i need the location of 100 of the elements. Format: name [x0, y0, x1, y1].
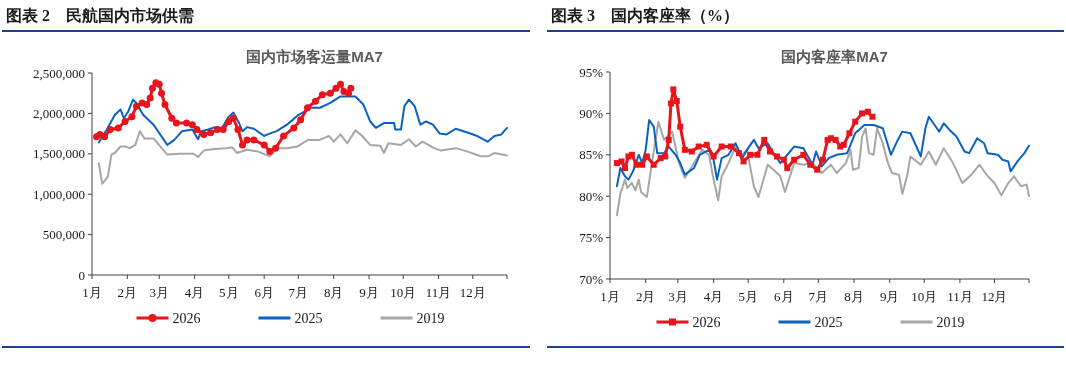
point	[814, 166, 821, 173]
point	[188, 121, 196, 129]
point	[290, 124, 298, 132]
point	[718, 143, 725, 150]
legend-label: 2019	[936, 315, 965, 330]
point	[819, 156, 826, 163]
chart-subtitle: 国内市场客运量MA7	[246, 48, 383, 65]
point	[735, 150, 742, 157]
point	[832, 136, 839, 143]
point	[780, 156, 787, 163]
point	[639, 161, 646, 168]
x-tick-label: 9月	[879, 289, 900, 304]
point	[677, 123, 684, 130]
chart-subtitle: 国内客座率MA7	[781, 48, 888, 65]
legend-label: 2026	[692, 315, 721, 330]
point	[146, 94, 154, 102]
point	[670, 86, 677, 93]
point	[207, 129, 215, 137]
point	[665, 136, 672, 143]
point	[101, 133, 109, 141]
point	[695, 143, 702, 150]
point	[250, 136, 258, 144]
legend-label: 2025	[814, 315, 843, 330]
point	[193, 126, 201, 134]
point	[621, 165, 628, 172]
point	[668, 100, 675, 107]
point	[784, 165, 791, 172]
point	[650, 161, 657, 168]
y-tick-label: 95%	[579, 64, 604, 80]
point	[148, 84, 156, 92]
x-tick-label: 3月	[668, 289, 688, 304]
y-tick-label: 2,500,000	[33, 65, 85, 81]
point	[229, 114, 237, 122]
point	[172, 119, 180, 127]
x-tick-label: 6月	[774, 289, 794, 304]
point	[158, 89, 166, 97]
point	[761, 136, 768, 143]
point	[243, 136, 251, 144]
line-series	[615, 115, 1030, 188]
point	[213, 126, 221, 134]
point	[337, 80, 345, 88]
point	[318, 91, 326, 99]
point	[864, 108, 871, 115]
x-tick-label: 10月	[911, 289, 938, 304]
point	[326, 89, 334, 97]
point	[859, 110, 866, 117]
point	[688, 148, 695, 155]
point	[272, 144, 280, 152]
point	[740, 158, 747, 165]
point	[633, 161, 640, 168]
line-series	[615, 120, 1030, 217]
x-tick-label: 12月	[459, 285, 486, 300]
point	[161, 101, 169, 109]
point	[869, 113, 876, 120]
point	[121, 117, 129, 125]
point	[852, 118, 859, 125]
y-tick-label: 90%	[579, 105, 604, 121]
point	[643, 153, 650, 160]
point	[200, 130, 208, 138]
y-tick-label: 70%	[579, 271, 604, 287]
point	[710, 153, 717, 160]
point	[183, 119, 191, 127]
x-tick-label: 1月	[82, 285, 102, 300]
point	[773, 153, 780, 160]
point	[239, 141, 246, 149]
x-tick-label: 2月	[117, 285, 138, 300]
point	[225, 117, 233, 125]
y-tick-label: 75%	[579, 230, 604, 246]
point	[800, 151, 807, 158]
line-series	[97, 129, 508, 185]
point	[807, 161, 814, 168]
chart-title: 图表 3 国内客座率（%）	[551, 6, 739, 25]
point	[681, 146, 688, 153]
x-tick-label: 6月	[254, 285, 274, 300]
point	[234, 126, 242, 134]
x-tick-label: 8月	[323, 285, 344, 300]
y-tick-label: 1,500,000	[33, 146, 85, 162]
y-tick-label: 500,000	[42, 227, 85, 243]
x-tick-label: 8月	[844, 289, 864, 304]
x-tick-label: 3月	[149, 285, 170, 300]
point	[747, 151, 754, 158]
y-tick-label: 1,000,000	[33, 186, 85, 202]
x-tick-label: 4月	[184, 285, 205, 300]
point	[106, 126, 114, 134]
point	[846, 130, 853, 137]
x-tick-label: 7月	[808, 289, 829, 304]
point	[132, 102, 140, 110]
point	[260, 141, 268, 149]
point	[347, 84, 355, 92]
legend-label: 2025	[294, 311, 323, 326]
point	[303, 104, 311, 112]
point	[114, 124, 122, 132]
point	[703, 141, 710, 148]
point	[618, 158, 625, 165]
point	[791, 156, 798, 163]
x-tick-label: 5月	[738, 289, 758, 304]
y-tick-label: 80%	[579, 188, 604, 204]
x-tick-label: 7月	[288, 285, 309, 300]
chart-title: 图表 2 民航国内市场供需	[6, 7, 194, 24]
point	[266, 147, 274, 155]
